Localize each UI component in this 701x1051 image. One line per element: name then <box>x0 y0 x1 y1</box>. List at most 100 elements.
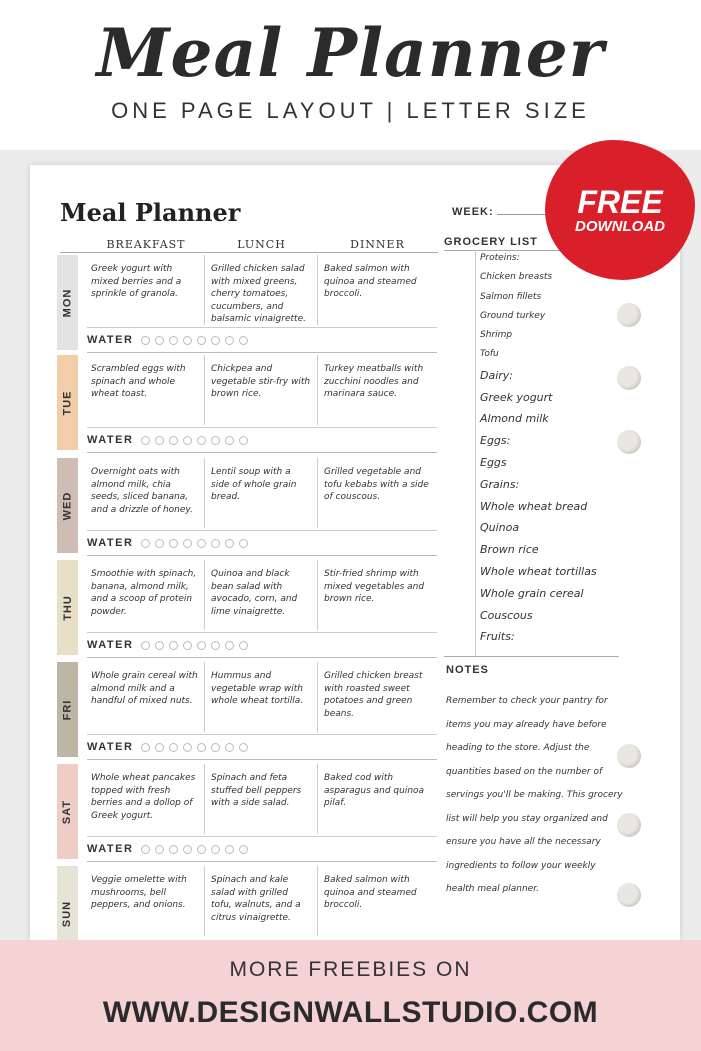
water-circle[interactable] <box>141 335 151 345</box>
footer-website-link[interactable]: WWW.DESIGNWALLSTUDIO.COM <box>102 996 599 1029</box>
badge-line2: DOWNLOAD <box>575 217 665 235</box>
water-circle[interactable] <box>169 640 179 650</box>
water-circle[interactable] <box>141 844 151 854</box>
notes-text: Remember to check your pantry for items … <box>446 696 623 894</box>
water-circle[interactable] <box>197 844 207 854</box>
dinner-cell[interactable]: Baked salmon with quinoa and steamed bro… <box>324 264 417 299</box>
dinner-cell[interactable]: Stir-fried shrimp with mixed vegetables … <box>324 569 425 604</box>
water-circle[interactable] <box>239 435 249 445</box>
grocery-item: Greek yogurt <box>480 390 553 404</box>
lunch-cell[interactable]: Quinoa and black bean salad with avocado… <box>205 560 318 630</box>
lunch-cell[interactable]: Chickpea and vegetable stir-fry with bro… <box>205 355 318 425</box>
grocery-item: Couscous <box>480 608 533 622</box>
day-tab: SUN <box>57 866 78 961</box>
grocery-item: Salmon fillets <box>480 291 542 302</box>
water-circle[interactable] <box>197 335 207 345</box>
water-circle[interactable] <box>141 435 151 445</box>
water-circle[interactable] <box>183 742 193 752</box>
water-circle[interactable] <box>169 844 179 854</box>
water-circle[interactable] <box>239 844 249 854</box>
water-circle[interactable] <box>169 538 179 548</box>
water-circle[interactable] <box>197 435 207 445</box>
water-circle[interactable] <box>141 640 151 650</box>
dinner-cell[interactable]: Grilled vegetable and tofu kebabs with a… <box>324 467 429 502</box>
grocery-item: Eggs <box>480 455 507 469</box>
water-circle[interactable] <box>141 742 151 752</box>
badge-line1: FREE <box>577 183 663 220</box>
water-tracker: WATER <box>87 427 437 453</box>
lunch-cell[interactable]: Hummus and vegetable wrap with whole whe… <box>205 662 318 732</box>
day-tab: TUE <box>57 355 78 450</box>
water-circle[interactable] <box>169 742 179 752</box>
punch-hole <box>617 303 641 327</box>
water-circle[interactable] <box>239 538 249 548</box>
water-circle[interactable] <box>239 640 249 650</box>
water-tracker: WATER <box>87 632 437 658</box>
water-label: WATER <box>87 639 134 651</box>
water-circle[interactable] <box>211 335 221 345</box>
water-circle[interactable] <box>183 538 193 548</box>
water-circle[interactable] <box>211 742 221 752</box>
water-circle[interactable] <box>155 335 165 345</box>
water-circle[interactable] <box>225 335 235 345</box>
week-label: WEEK: <box>452 206 494 218</box>
day-tab: MON <box>57 255 78 350</box>
day-tab: SAT <box>57 764 78 859</box>
water-circle[interactable] <box>211 538 221 548</box>
water-tracker: WATER <box>87 734 437 760</box>
water-circle[interactable] <box>225 435 235 445</box>
water-tracker: WATER <box>87 530 437 556</box>
water-circle[interactable] <box>183 844 193 854</box>
grocery-item: Fruits: <box>480 630 515 644</box>
water-circle[interactable] <box>141 538 151 548</box>
week-field: WEEK: <box>452 206 567 218</box>
water-circle[interactable] <box>183 640 193 650</box>
breakfast-cell[interactable]: Overnight oats with almond milk, chia se… <box>85 458 205 528</box>
water-circle[interactable] <box>225 844 235 854</box>
water-circle[interactable] <box>197 538 207 548</box>
breakfast-cell[interactable]: Smoothie with spinach, banana, almond mi… <box>85 560 205 630</box>
dinner-cell[interactable]: Baked salmon with quinoa and steamed bro… <box>324 875 417 910</box>
water-circle[interactable] <box>225 538 235 548</box>
water-circle[interactable] <box>155 640 165 650</box>
water-label: WATER <box>87 741 134 753</box>
water-circle[interactable] <box>225 640 235 650</box>
free-download-badge[interactable]: FREE DOWNLOAD <box>545 140 695 280</box>
notes-title: NOTES <box>446 664 489 676</box>
grocery-bottom-divider <box>444 656 619 657</box>
breakfast-cell[interactable]: Veggie omelette with mushrooms, bell pep… <box>85 866 205 936</box>
water-circle[interactable] <box>183 335 193 345</box>
grocery-item: Whole wheat tortillas <box>480 564 597 578</box>
water-circle[interactable] <box>239 742 249 752</box>
breakfast-cell[interactable]: Scrambled eggs with spinach and whole wh… <box>85 355 205 425</box>
water-circle[interactable] <box>155 844 165 854</box>
day-label: THU <box>61 594 74 621</box>
lunch-cell[interactable]: Spinach and kale salad with grilled tofu… <box>205 866 318 936</box>
water-circle[interactable] <box>197 640 207 650</box>
breakfast-cell[interactable]: Whole grain cereal with almond milk and … <box>85 662 205 732</box>
dinner-cell[interactable]: Baked cod with asparagus and quinoa pila… <box>324 773 425 808</box>
water-circle[interactable] <box>155 435 165 445</box>
dinner-cell[interactable]: Turkey meatballs with zucchini noodles a… <box>324 364 424 399</box>
water-circle[interactable] <box>183 435 193 445</box>
water-circle[interactable] <box>169 435 179 445</box>
water-circle[interactable] <box>155 742 165 752</box>
hero-subtitle: ONE PAGE LAYOUT | LETTER SIZE <box>111 98 590 123</box>
day-tab: THU <box>57 560 78 655</box>
water-circle[interactable] <box>197 742 207 752</box>
lunch-cell[interactable]: Spinach and feta stuffed bell peppers wi… <box>205 764 318 834</box>
water-circle[interactable] <box>225 742 235 752</box>
water-circle[interactable] <box>211 435 221 445</box>
lunch-cell[interactable]: Lentil soup with a side of whole grain b… <box>205 458 318 528</box>
day-tab: FRI <box>57 662 78 757</box>
water-circle[interactable] <box>169 335 179 345</box>
lunch-cell[interactable]: Grilled chicken salad with mixed greens,… <box>205 255 318 325</box>
dinner-cell[interactable]: Grilled chicken breast with roasted swee… <box>324 671 423 719</box>
breakfast-cell[interactable]: Greek yogurt with mixed berries and a sp… <box>85 255 205 325</box>
punch-hole <box>617 366 641 390</box>
water-circle[interactable] <box>239 335 249 345</box>
water-circle[interactable] <box>155 538 165 548</box>
breakfast-cell[interactable]: Whole wheat pancakes topped with fresh b… <box>85 764 205 834</box>
water-circle[interactable] <box>211 844 221 854</box>
water-circle[interactable] <box>211 640 221 650</box>
